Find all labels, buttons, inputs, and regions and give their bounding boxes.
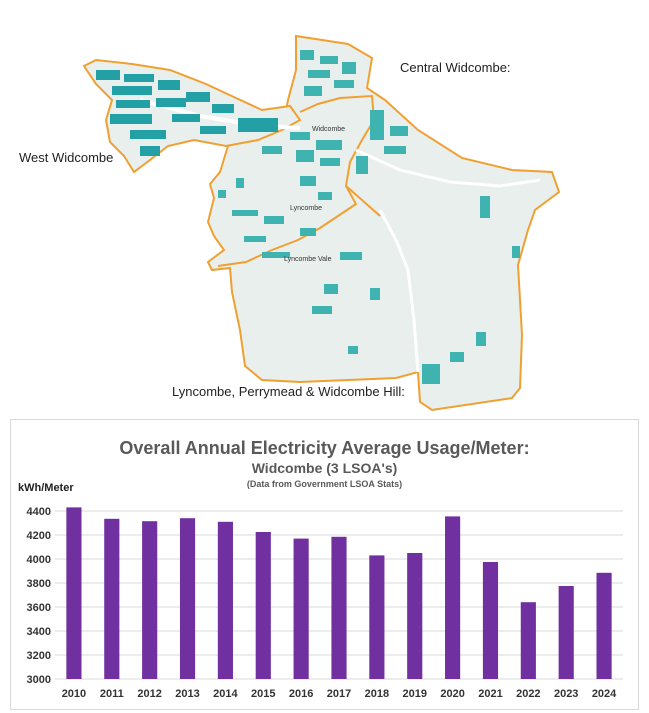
x-tick-label: 2022	[516, 688, 540, 700]
x-tick-label: 2018	[365, 688, 389, 700]
bar-2013	[179, 518, 196, 679]
y-tick-label: 4400	[27, 506, 51, 518]
x-tick-label: 2021	[478, 688, 502, 700]
map-label-central: Central Widcombe:	[400, 60, 511, 75]
bar-2024	[596, 572, 612, 679]
chart-plot: 3000 3200 3400 3600 3800 4000 4200 4400 2010 2011…	[27, 506, 623, 700]
map-road-3	[139, 98, 301, 130]
bar-2015	[255, 532, 271, 679]
chart-y-axis-label: kWh/Meter	[18, 482, 74, 494]
bar-2021	[482, 562, 499, 679]
map-boundary-internal-2	[345, 185, 381, 217]
neighbourhood-map: West Widcombe Central Widcombe: Lyncombe…	[19, 34, 561, 412]
x-tick-label: 2012	[137, 688, 161, 700]
map-buildings-south	[218, 178, 520, 384]
map-label-lyncombe-area: Lyncombe, Perrymead & Widcombe Hill:	[172, 384, 405, 399]
bar-2011	[104, 518, 120, 679]
map-place-widcombe: Widcombe	[312, 126, 346, 133]
bar-2020	[445, 516, 461, 679]
x-tick-label: 2014	[213, 688, 238, 700]
bar-2023	[558, 586, 574, 679]
x-tick-label: 2019	[402, 688, 426, 700]
y-tick-label: 3800	[27, 578, 51, 590]
bar-2018	[369, 555, 385, 679]
chart-subtitle: Widcombe (3 LSOA's)	[251, 460, 398, 476]
map-buildings-central	[262, 50, 408, 200]
bar-2022	[520, 602, 536, 679]
map-road	[355, 148, 541, 188]
y-tick-label: 3000	[27, 674, 51, 686]
map-road-2	[378, 209, 420, 373]
y-tick-label: 3200	[27, 650, 51, 662]
map-label-west: West Widcombe	[19, 150, 114, 165]
bar-2014	[217, 521, 233, 679]
x-tick-label: 2016	[289, 688, 313, 700]
x-tick-label: 2015	[251, 688, 275, 700]
x-tick-label: 2011	[100, 688, 124, 700]
map-graphic	[82, 34, 561, 412]
y-tick-label: 4200	[27, 530, 51, 542]
x-tick-label: 2010	[62, 688, 86, 700]
bar-2010	[66, 507, 82, 679]
chart-title: Overall Annual Electricity Average Usage…	[119, 438, 530, 458]
map-place-lyncombe-vale: Lyncombe Vale	[284, 256, 332, 263]
chart-source-note: (Data from Government LSOA Stats)	[246, 479, 403, 489]
x-tick-label: 2023	[554, 688, 578, 700]
bar-2017	[331, 536, 347, 679]
x-tick-label: 2017	[327, 688, 351, 700]
y-tick-label: 3600	[27, 602, 51, 614]
y-tick-label: 4000	[27, 554, 51, 566]
x-tick-label: 2024	[592, 688, 617, 700]
map-boundary-main	[206, 34, 561, 412]
bar-2016	[293, 538, 309, 679]
bar-2012	[142, 521, 158, 679]
bar-2019	[407, 553, 423, 679]
x-tick-label: 2013	[175, 688, 199, 700]
electricity-chart: Overall Annual Electricity Average Usage…	[10, 419, 639, 710]
y-tick-label: 3400	[27, 626, 51, 638]
x-tick-label: 2020	[440, 688, 464, 700]
map-buildings-west	[96, 70, 278, 156]
map-place-lyncombe: Lyncombe	[290, 205, 323, 212]
